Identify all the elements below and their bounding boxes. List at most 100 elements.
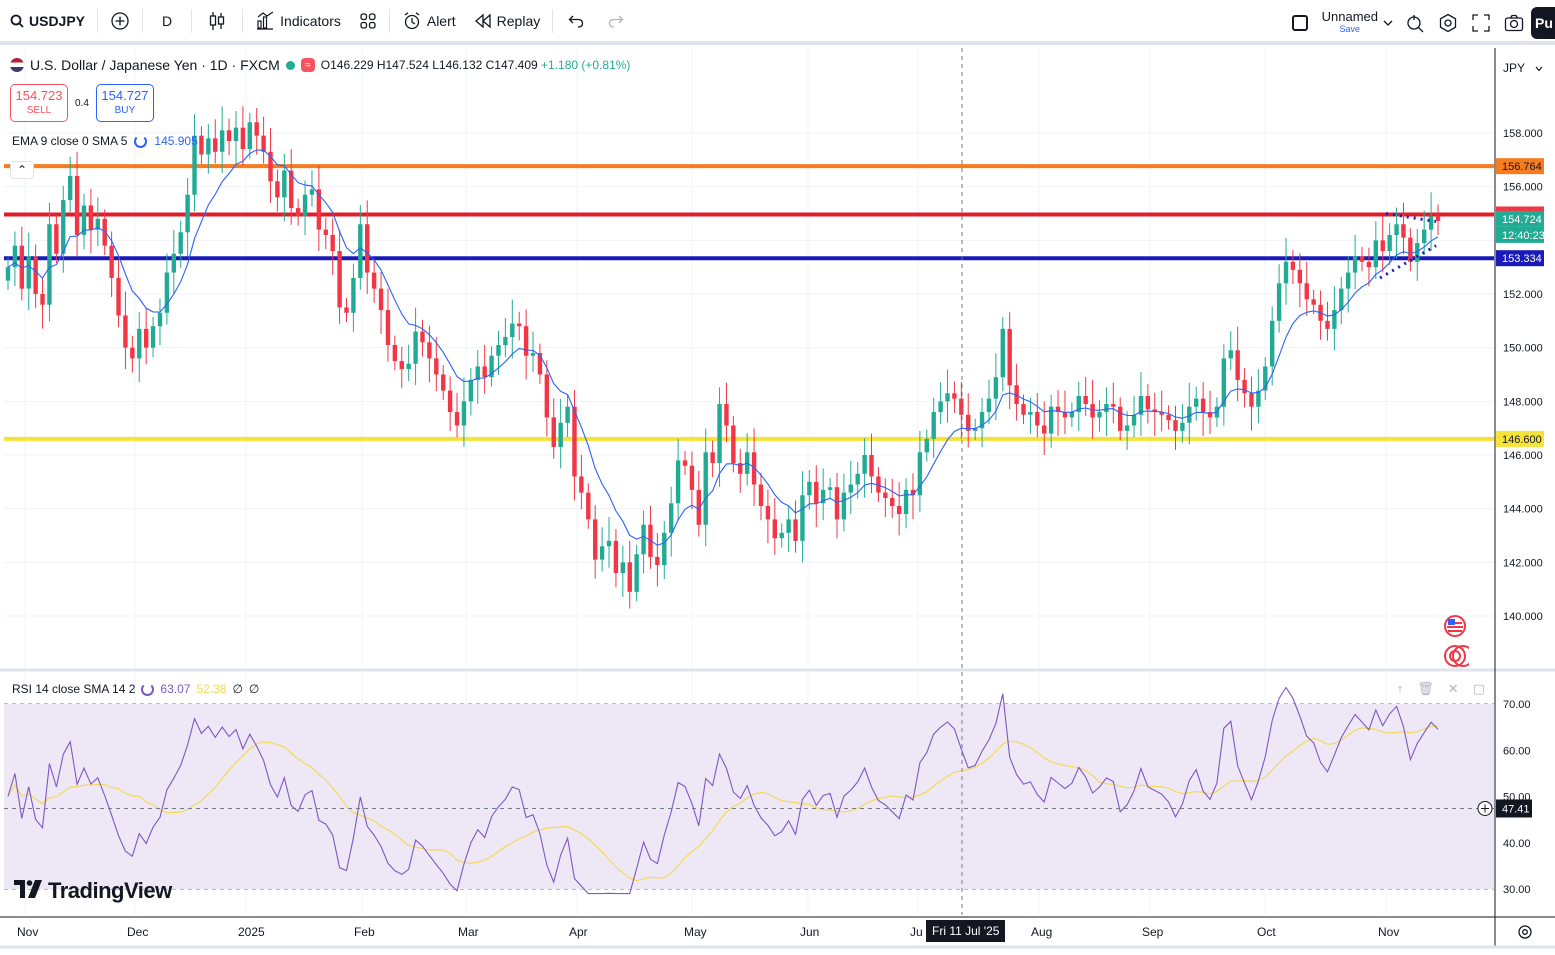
candle-body [192, 135, 197, 195]
time-tick-label: Nov [17, 925, 38, 939]
chart-settings-button[interactable] [1517, 924, 1533, 945]
candle-body [213, 138, 218, 152]
wedge-line [1379, 212, 1437, 280]
candle-body [150, 326, 156, 348]
toolbar-divider [142, 8, 144, 33]
move-up-icon[interactable]: ↑ [1396, 681, 1404, 696]
toolbar-divider [388, 8, 390, 33]
candle-body [1304, 283, 1309, 300]
close-icon[interactable]: ✕ [1447, 681, 1459, 696]
rsi-tick-label: 40.00 [1503, 838, 1531, 850]
candle-body [1138, 395, 1144, 415]
buy-label: BUY [114, 105, 136, 116]
spread-value: 0.4 [75, 97, 89, 109]
snapshot-button[interactable] [1497, 0, 1531, 45]
wedge-pattern-drawing[interactable] [1379, 212, 1437, 280]
sell-button[interactable]: 154.723 SELL [10, 84, 68, 122]
collapse-legend-button[interactable]: ⌃ [10, 161, 34, 179]
candle-body [441, 374, 446, 391]
chart-canvas[interactable]: 158.000 156.000 152.000 150.000 148.000 146.0… [0, 45, 1555, 955]
candle-body [1242, 379, 1247, 394]
horizontal-lines[interactable] [4, 164, 1494, 441]
candle-body [848, 484, 854, 493]
candle-body [1228, 350, 1233, 359]
candle-body [1428, 216, 1434, 230]
candle-body [793, 519, 798, 541]
ema-indicator-legend[interactable]: EMA 9 close 0 SMA 5 145.905 [12, 134, 198, 148]
candlesticks [5, 106, 1441, 609]
candle-body [392, 344, 398, 362]
publish-button[interactable]: Pu [1531, 6, 1555, 39]
candle-body [917, 452, 923, 496]
candle-body [344, 307, 349, 313]
select-layout-checkbox[interactable] [1286, 0, 1314, 45]
time-tick-label: Apr [569, 925, 588, 939]
candle-body [1352, 256, 1358, 273]
settings-button[interactable] [1431, 0, 1465, 45]
alert-button[interactable]: Alert [393, 0, 465, 43]
data-provider-icon: ≈ [300, 58, 315, 72]
plus-circle-icon [110, 11, 130, 31]
candle-body [26, 256, 31, 289]
time-tick-label: Sep [1142, 925, 1164, 939]
candle-body [1421, 229, 1427, 244]
candle-body [482, 366, 487, 378]
candle-body [979, 412, 985, 429]
candle-body [447, 390, 453, 413]
undo-button[interactable] [556, 0, 596, 43]
quick-search-button[interactable] [1399, 0, 1431, 45]
rsi-extra-1: ∅ [232, 682, 243, 696]
candle-body [1145, 395, 1151, 410]
candle-body [116, 277, 121, 316]
compare-symbol-button[interactable] [101, 0, 139, 43]
tradingview-logo[interactable]: TradingView [14, 878, 172, 904]
candle-body [233, 127, 239, 142]
ohlc-values: O146.229 H147.524 L146.132 C147.409 +1.1… [321, 58, 631, 72]
candle-body [454, 412, 460, 426]
redo-button[interactable] [596, 0, 636, 43]
replay-label: Replay [496, 12, 541, 29]
symbol-title[interactable]: U.S. Dollar / Japanese Yen · 1D · FXCM [30, 57, 280, 73]
rsi-indicator-legend[interactable]: RSI 14 close SMA 14 2 63.07 52.38 ∅ ∅ [12, 682, 259, 696]
maximize-icon[interactable]: ▢ [1472, 681, 1485, 696]
chevron-down-icon [1383, 19, 1393, 27]
price-label: 153.334 [1502, 253, 1542, 265]
candle-body [620, 562, 626, 574]
candle-body [143, 328, 149, 348]
symbol-search-button[interactable]: USDJPY [0, 0, 94, 43]
candle-body [171, 253, 176, 273]
templates-button[interactable] [350, 0, 386, 43]
price-tick-label: 152.000 [1503, 289, 1543, 301]
chart-type-button[interactable] [195, 0, 239, 43]
buy-button[interactable]: 154.727 BUY [95, 84, 154, 122]
delete-icon[interactable]: 🗑 [1417, 681, 1434, 696]
candle-body [185, 194, 190, 233]
candle-body [731, 425, 736, 464]
price-label-bg [1496, 250, 1544, 267]
replay-button[interactable]: Replay [465, 0, 550, 43]
fullscreen-button[interactable] [1465, 0, 1497, 45]
candle-body [530, 353, 536, 356]
candle-body [862, 455, 867, 474]
time-axis[interactable]: Nov Dec 2025 Feb Mar Apr May Jun Ju Aug Sep Oct Nov [17, 925, 1399, 939]
candle-body [724, 404, 729, 426]
time-tick-label: Aug [1031, 925, 1052, 939]
price-tick-label: 144.000 [1503, 504, 1543, 516]
candle-body [1062, 412, 1068, 418]
candle-body [1207, 412, 1213, 418]
symbol-name: USDJPY [29, 12, 86, 29]
currency-selector[interactable]: JPY [1497, 56, 1549, 80]
camera-icon [1504, 14, 1524, 32]
candle-body [827, 487, 833, 490]
event-flags[interactable] [1443, 614, 1474, 675]
candle-body [1000, 328, 1005, 378]
layout-menu-button[interactable]: Unnamed Save [1314, 0, 1399, 45]
indicators-button[interactable]: Indicators [246, 0, 350, 43]
toolbar-divider [242, 8, 244, 33]
candle-body [1118, 406, 1123, 431]
price-axis[interactable]: 158.000 156.000 152.000 150.000 148.000 146.0… [1496, 128, 1545, 623]
candle-body [551, 417, 556, 447]
interval-button[interactable]: D [146, 0, 188, 43]
candle-body [475, 366, 480, 380]
